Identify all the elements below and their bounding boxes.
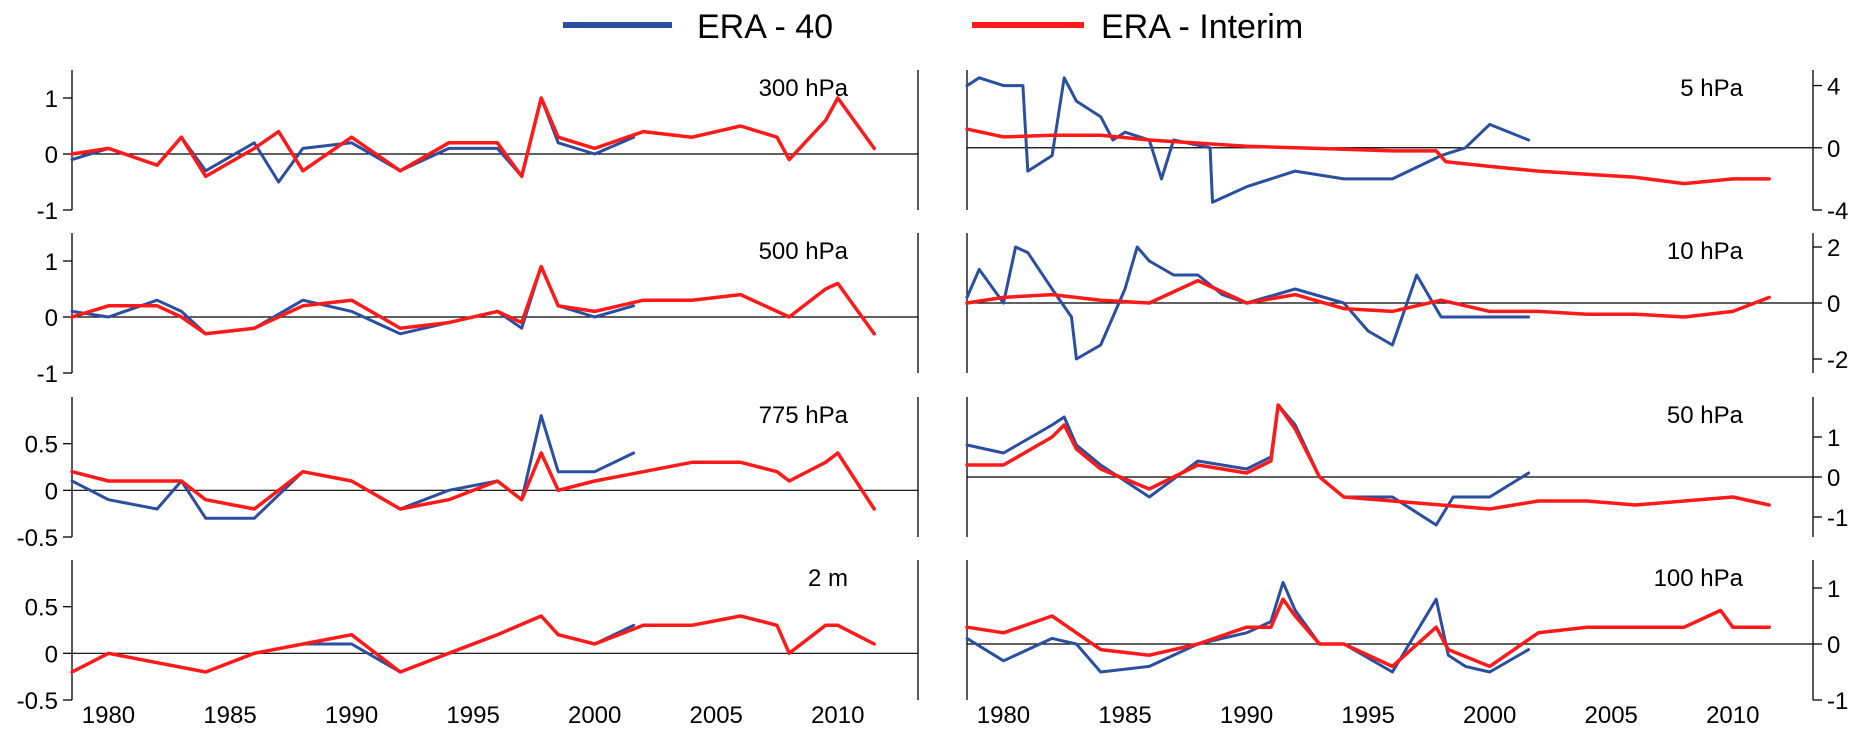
legend-label-era40: ERA - 40 bbox=[697, 8, 833, 46]
y-tick-label: -1 bbox=[37, 198, 58, 225]
panel-label: 300 hPa bbox=[759, 75, 849, 102]
panel-label: 10 hPa bbox=[1667, 238, 1744, 265]
x-tick-label: 1995 bbox=[1341, 702, 1394, 729]
y-tick-label: -1 bbox=[1827, 505, 1848, 532]
x-tick-label: 1990 bbox=[325, 702, 378, 729]
y-tick-label: 0 bbox=[1827, 291, 1840, 318]
y-tick-label: 0 bbox=[45, 305, 58, 332]
x-tick-label: 1995 bbox=[446, 702, 499, 729]
x-tick-label: 1980 bbox=[977, 702, 1030, 729]
series-era40-line bbox=[965, 580, 1531, 674]
series-erai-line bbox=[965, 278, 1771, 319]
series-era40-line bbox=[965, 245, 1531, 361]
panel-label: 775 hPa bbox=[759, 402, 849, 429]
panel-label: 5 hPa bbox=[1680, 75, 1743, 102]
x-tick-label: 1990 bbox=[1220, 702, 1273, 729]
panel-label: 100 hPa bbox=[1654, 565, 1744, 592]
series-erai-line bbox=[70, 614, 876, 674]
series-era40-line bbox=[965, 403, 1531, 527]
y-tick-label: 2 bbox=[1827, 235, 1840, 262]
x-tick-label: 2010 bbox=[811, 702, 864, 729]
y-tick-label: 0 bbox=[1827, 465, 1840, 492]
series-erai-line bbox=[965, 597, 1771, 669]
panel-3: 0.5 0 -0.5 775 hPa bbox=[17, 397, 919, 552]
y-tick-label: -0.5 bbox=[17, 688, 58, 715]
y-tick-label: -1 bbox=[37, 361, 58, 388]
legend-label-erai: ERA - Interim bbox=[1101, 8, 1303, 46]
y-tick-label: 0.5 bbox=[25, 432, 58, 459]
panel-5: 4 0 -4 5 hPa bbox=[965, 70, 1848, 225]
panel-8: 1 0 -1 100 hPa 1980 1985 1990 1995 2000 2005 2010 bbox=[965, 560, 1848, 729]
y-tick-label: 0 bbox=[45, 142, 58, 169]
y-tick-label: 0 bbox=[1827, 632, 1840, 659]
series-erai-line bbox=[965, 127, 1771, 186]
y-tick-label: 0 bbox=[45, 641, 58, 668]
x-tick-label: 2005 bbox=[690, 702, 743, 729]
x-tick-label: 1985 bbox=[203, 702, 256, 729]
y-tick-label: 0 bbox=[1827, 136, 1840, 163]
series-erai-line bbox=[70, 264, 876, 336]
y-tick-label: -4 bbox=[1827, 198, 1848, 225]
series-erai-line bbox=[70, 96, 876, 179]
legend: ERA - 40 ERA - Interim bbox=[563, 8, 1303, 46]
x-tick-label: 2010 bbox=[1706, 702, 1759, 729]
y-tick-label: 0.5 bbox=[25, 595, 58, 622]
panel-2: 1 0 -1 500 hPa bbox=[37, 233, 919, 388]
series-erai-line bbox=[965, 403, 1771, 511]
y-tick-label: -1 bbox=[1827, 688, 1848, 715]
panel-label: 500 hPa bbox=[759, 238, 849, 265]
series-erai-line bbox=[70, 451, 876, 511]
y-tick-label: 4 bbox=[1827, 74, 1840, 101]
y-tick-label: -2 bbox=[1827, 347, 1848, 374]
y-tick-label: 1 bbox=[1827, 425, 1840, 452]
panel-label: 50 hPa bbox=[1667, 402, 1744, 429]
series-era40-line bbox=[965, 76, 1531, 204]
y-tick-label: 0 bbox=[45, 478, 58, 505]
panel-1: 1 0 -1 300 hPa bbox=[37, 70, 919, 225]
x-tick-label: 2000 bbox=[568, 702, 621, 729]
y-tick-label: 1 bbox=[45, 249, 58, 276]
panel-label: 2 m bbox=[808, 565, 848, 592]
y-tick-label: 1 bbox=[45, 86, 58, 113]
panel-7: 1 0 -1 50 hPa bbox=[965, 397, 1848, 537]
panel-4: 0.5 0 -0.5 2 m 1980 1985 1990 1995 2000 2005 2010 bbox=[17, 560, 919, 729]
x-tick-label: 2005 bbox=[1585, 702, 1638, 729]
y-tick-label: 1 bbox=[1827, 576, 1840, 603]
x-tick-label: 2000 bbox=[1463, 702, 1516, 729]
panel-6: 2 0 -2 10 hPa bbox=[965, 233, 1848, 374]
x-tick-label: 1985 bbox=[1098, 702, 1151, 729]
y-tick-label: -0.5 bbox=[17, 525, 58, 552]
x-tick-label: 1980 bbox=[82, 702, 135, 729]
